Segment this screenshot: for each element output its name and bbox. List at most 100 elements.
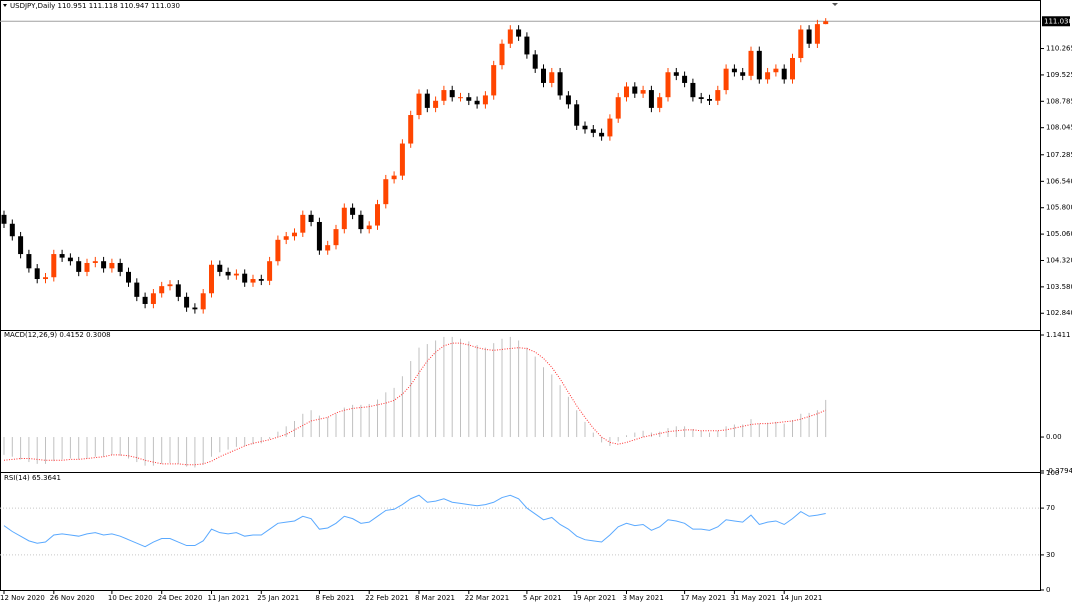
chart-frame (0, 0, 1041, 591)
rsi-panel-title: RSI(14) 65.3641 (4, 474, 61, 482)
candle-body (466, 97, 472, 101)
y-tick-label: 105.060 (1046, 230, 1072, 238)
candle-body (707, 98, 712, 101)
candle-body (84, 262, 90, 272)
candle-body (673, 72, 679, 76)
x-tick-label: 22 Mar 2021 (465, 594, 509, 602)
candle-body (217, 264, 223, 272)
candle-body (582, 125, 588, 130)
x-tick-label: 24 Dec 2020 (158, 594, 203, 602)
candle-body (101, 261, 107, 269)
current-price-label: 111.030 (1044, 17, 1072, 25)
candle-body (441, 90, 447, 101)
y-tick-label: 105.800 (1046, 204, 1072, 212)
candle-body (499, 43, 505, 66)
y-tick-label: 0.00 (1046, 433, 1062, 441)
candle-body (1, 214, 7, 224)
candle-body (250, 279, 256, 283)
candle-body (532, 54, 538, 69)
candle-body (300, 214, 306, 233)
candle-body (416, 93, 422, 116)
candle-body (283, 236, 289, 240)
candle-body (242, 273, 248, 283)
candle-body (615, 97, 621, 119)
x-tick-label: 22 Feb 2021 (365, 594, 409, 602)
candle-body (790, 57, 795, 80)
candle-body (126, 271, 131, 283)
candle-body (358, 214, 364, 230)
menu-arrow[interactable] (3, 4, 7, 7)
y-tick-label: 30 (1046, 551, 1055, 559)
candle-body (491, 65, 497, 96)
candle-body (308, 214, 314, 222)
candle-body (482, 95, 488, 105)
candle-body (18, 236, 24, 255)
candle-body (557, 72, 563, 96)
candle-body (391, 175, 397, 180)
candle-body (731, 68, 737, 73)
candle-body (325, 245, 331, 251)
x-tick-label: 25 Jan 2021 (257, 594, 299, 602)
candle-body (184, 296, 190, 308)
y-tick-label: 107.285 (1046, 151, 1072, 159)
y-tick-label: 103.580 (1046, 283, 1072, 291)
candle-body (507, 29, 513, 44)
candle-body (698, 97, 704, 99)
x-tick-label: 19 Apr 2021 (573, 594, 616, 602)
candle-body (267, 261, 273, 281)
candle-body (150, 293, 156, 304)
candle-body (209, 264, 214, 294)
candle-body (424, 93, 430, 108)
candle-body (632, 86, 638, 94)
x-tick-label: 12 Nov 2020 (0, 594, 45, 602)
y-tick-label: 109.525 (1046, 71, 1072, 79)
candle-body (333, 229, 339, 246)
candle-body (233, 273, 239, 276)
candle-body (549, 72, 555, 83)
candle-body (350, 207, 356, 215)
candle-body (366, 225, 372, 230)
candle-body (541, 68, 546, 83)
candle-body (723, 68, 729, 91)
x-tick-label: 31 May 2021 (730, 594, 776, 602)
x-tick-label: 3 May 2021 (623, 594, 664, 602)
candle-body (76, 261, 82, 272)
y-tick-label: 0 (1046, 586, 1050, 594)
y-tick-label: 106.540 (1046, 177, 1072, 185)
x-tick-label: 8 Mar 2021 (415, 594, 455, 602)
candle-body (765, 72, 771, 80)
y-tick-label: 108.045 (1046, 124, 1072, 132)
candle-body (383, 179, 389, 205)
candle-body (458, 97, 463, 99)
candle-body (34, 268, 40, 280)
candle-body (341, 207, 347, 230)
candle-body (657, 97, 663, 108)
y-tick-label: -0.3794 (1046, 467, 1072, 475)
candle-body (92, 261, 98, 263)
y-tick-label: 1.1411 (1046, 331, 1071, 339)
candle-body (565, 95, 571, 105)
candle-body (167, 284, 173, 287)
candle-body (449, 90, 455, 98)
candle-body (574, 104, 580, 126)
candle-body (292, 232, 297, 237)
current-price-box (1042, 16, 1070, 27)
candle-body (408, 115, 414, 144)
y-tick-label: 100 (1046, 469, 1059, 477)
y-tick-label: 104.320 (1046, 256, 1072, 264)
candle-body (599, 132, 605, 137)
candle-body (806, 29, 812, 44)
candle-body (682, 75, 688, 83)
y-tick-label: 70 (1046, 504, 1055, 512)
macd-panel-title: MACD(12,26,9) 0.4152 0.3008 (4, 331, 111, 339)
y-tick-label: 108.785 (1046, 97, 1072, 105)
candle-body (590, 129, 596, 133)
candle-body (175, 284, 181, 297)
candle-body (516, 29, 522, 37)
candle-body (159, 286, 165, 294)
candle-body (117, 262, 123, 272)
candle-body (109, 262, 115, 269)
x-tick-label: 5 Apr 2021 (523, 594, 562, 602)
y-tick-label: 102.840 (1046, 309, 1072, 317)
